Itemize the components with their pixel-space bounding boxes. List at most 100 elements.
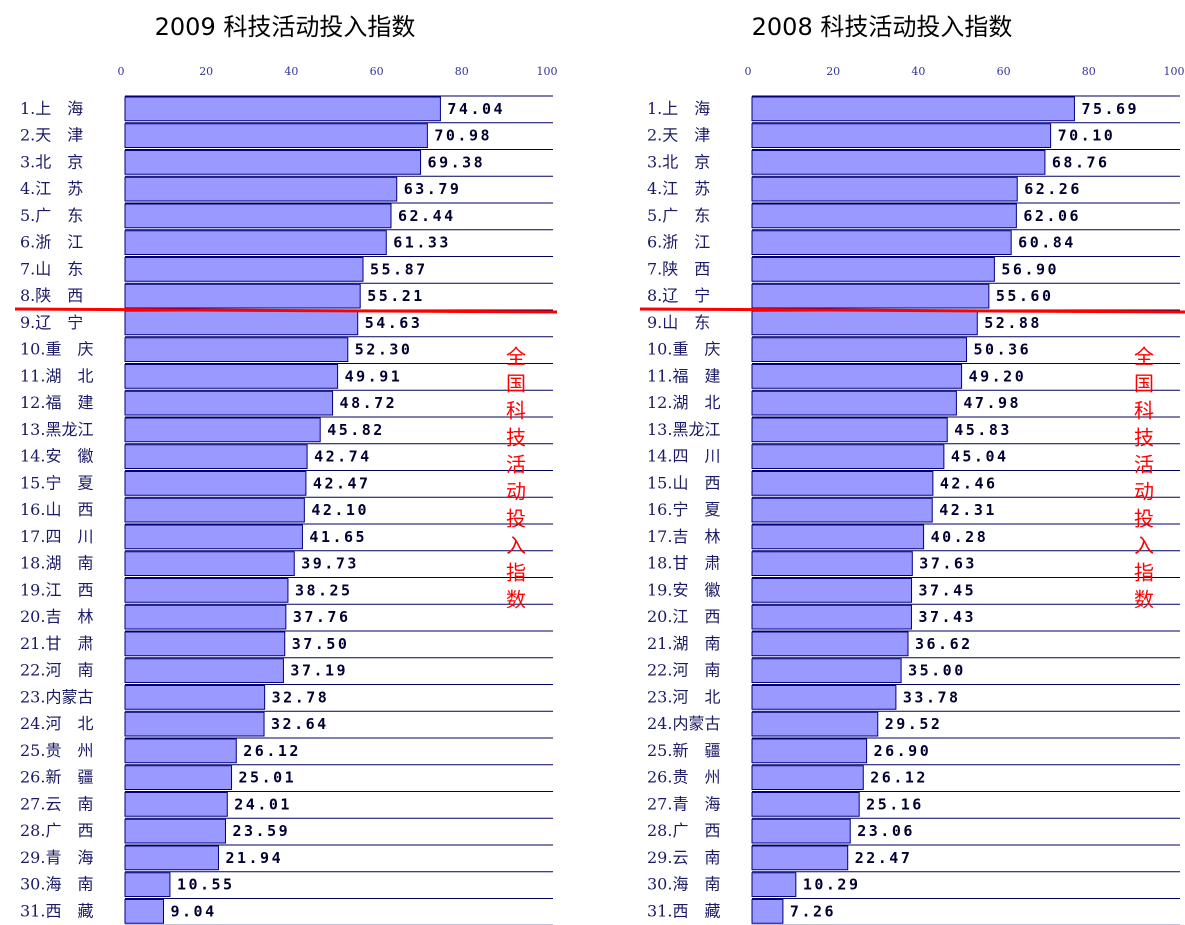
value-label: 23.59 xyxy=(232,822,290,840)
value-label: 45.82 xyxy=(327,421,385,439)
value-label: 26.12 xyxy=(243,742,301,760)
bar xyxy=(751,765,864,790)
category-label: 28.广 西 xyxy=(647,821,720,840)
category-label: 16.山 西 xyxy=(20,500,93,519)
category-label: 20.吉 林 xyxy=(20,607,93,626)
value-label: 37.43 xyxy=(918,608,976,626)
bar xyxy=(751,257,995,282)
category-label: 9.山 东 xyxy=(647,313,710,332)
value-label: 32.78 xyxy=(272,688,330,706)
value-label: 56.90 xyxy=(1001,260,1059,278)
category-label: 16.宁 夏 xyxy=(647,500,720,519)
x-tick-label: 20 xyxy=(199,65,213,78)
annotation: 全国科技活动投入指数 xyxy=(503,346,527,616)
category-label: 10.重 庆 xyxy=(647,340,720,359)
bar xyxy=(751,96,1075,122)
bar xyxy=(751,230,1012,255)
bar xyxy=(124,845,219,871)
bar xyxy=(751,364,963,389)
x-tick-label: 80 xyxy=(1082,65,1096,78)
category-label: 23.内蒙古 xyxy=(20,687,93,706)
category-label: 7.山 东 xyxy=(20,259,83,278)
value-label: 47.98 xyxy=(963,394,1021,412)
value-label: 60.84 xyxy=(1018,234,1076,252)
value-label: 48.72 xyxy=(340,394,398,412)
bar xyxy=(124,497,305,523)
category-label: 9.辽 宁 xyxy=(20,313,83,332)
value-label: 41.65 xyxy=(309,528,367,546)
value-label: 21.94 xyxy=(225,849,283,867)
bar xyxy=(751,524,925,550)
value-label: 55.21 xyxy=(367,287,425,305)
value-label: 63.79 xyxy=(404,180,462,198)
value-label: 37.63 xyxy=(919,555,977,573)
bar xyxy=(751,176,1018,202)
category-label: 30.海 南 xyxy=(20,875,93,894)
x-tick-label: 40 xyxy=(284,65,298,78)
category-label: 15.宁 夏 xyxy=(20,473,93,492)
bar xyxy=(124,685,266,710)
value-label: 62.44 xyxy=(398,207,456,225)
category-label: 21.湖 南 xyxy=(647,634,720,653)
value-label: 42.10 xyxy=(311,501,369,519)
category-label: 18.湖 南 xyxy=(20,554,93,573)
value-label: 70.10 xyxy=(1058,127,1116,145)
bar xyxy=(751,738,868,764)
value-label: 62.26 xyxy=(1024,180,1082,198)
category-label: 22.河 南 xyxy=(647,661,720,680)
category-label: 22.河 南 xyxy=(20,661,93,680)
value-label: 33.78 xyxy=(903,688,961,706)
bar xyxy=(124,96,441,122)
bar xyxy=(124,524,303,550)
category-label: 25.贵 州 xyxy=(20,741,93,760)
value-label: 39.73 xyxy=(301,555,359,573)
category-label: 13.黑龙江 xyxy=(20,420,93,439)
x-tick-label: 40 xyxy=(911,65,925,78)
value-label: 68.76 xyxy=(1052,153,1110,171)
value-label: 62.06 xyxy=(1023,207,1081,225)
chart-title: 2008 科技活动投入指数 xyxy=(752,13,1013,41)
value-label: 38.25 xyxy=(295,581,353,599)
bar xyxy=(751,310,978,336)
x-tick-label: 100 xyxy=(537,65,558,78)
bar xyxy=(751,283,990,309)
x-tick-label: 80 xyxy=(455,65,469,78)
category-label: 1.上 海 xyxy=(647,99,710,118)
bar xyxy=(751,792,860,817)
bar xyxy=(124,364,339,389)
value-label: 75.69 xyxy=(1081,100,1139,118)
bar xyxy=(751,444,945,469)
value-label: 42.46 xyxy=(940,474,998,492)
value-label: 49.20 xyxy=(969,367,1027,385)
bar xyxy=(124,203,392,229)
value-label: 10.29 xyxy=(803,876,861,894)
category-label: 14.安 徽 xyxy=(20,447,93,466)
category-label: 30.海 南 xyxy=(647,875,720,894)
category-label: 27.云 南 xyxy=(20,794,93,813)
bar xyxy=(124,390,334,416)
value-label: 36.62 xyxy=(915,635,973,653)
bar xyxy=(751,899,784,924)
value-label: 35.00 xyxy=(908,662,966,680)
bar xyxy=(124,604,287,630)
bar xyxy=(124,899,165,924)
category-label: 24.河 北 xyxy=(20,714,93,733)
category-label: 26.新 疆 xyxy=(20,768,93,787)
category-label: 8.辽 宁 xyxy=(647,286,710,305)
value-label: 52.30 xyxy=(355,341,413,359)
bar xyxy=(751,631,909,657)
bar xyxy=(751,711,879,737)
category-label: 12.湖 北 xyxy=(647,393,720,412)
value-label: 23.06 xyxy=(857,822,915,840)
value-label: 29.52 xyxy=(885,715,943,733)
value-label: 55.60 xyxy=(996,287,1054,305)
category-label: 5.广 东 xyxy=(647,206,710,225)
bar xyxy=(124,658,284,683)
category-label: 8.陕 西 xyxy=(20,286,83,305)
category-label: 25.新 疆 xyxy=(647,741,720,760)
bar xyxy=(751,471,934,496)
category-label: 4.江 苏 xyxy=(647,179,710,198)
category-label: 26.贵 州 xyxy=(647,768,720,787)
bar xyxy=(751,685,897,710)
